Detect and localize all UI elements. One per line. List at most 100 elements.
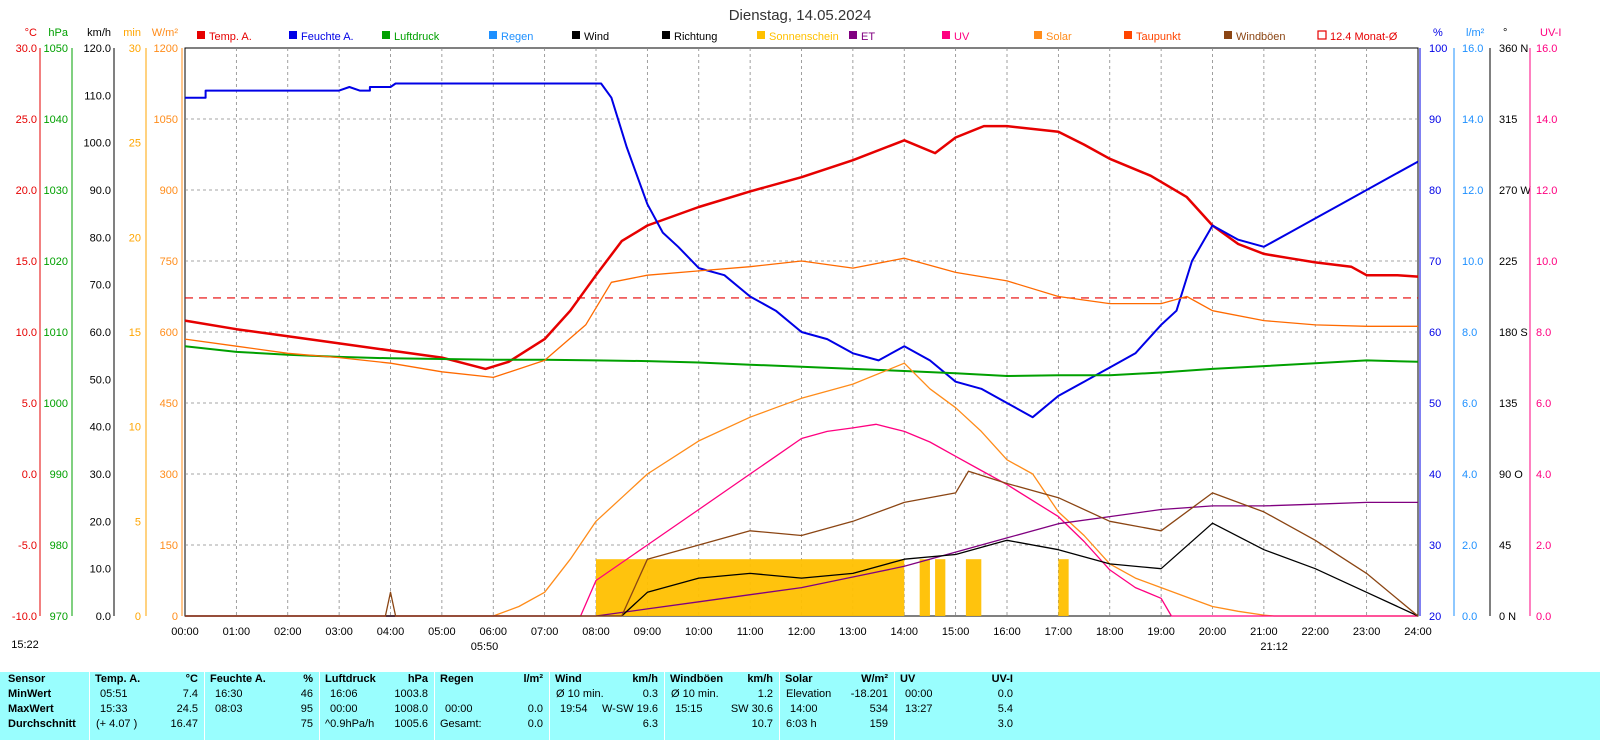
legend-swatch (489, 31, 497, 39)
stats-solar-elevation-label: Elevation (786, 688, 832, 700)
axis-tick-right: 0 N (1499, 611, 1516, 623)
stats-sensor-column: Sensor MinWert MaxWert Durchschnitt (0, 672, 88, 740)
series-windb-en-line (185, 470, 1419, 617)
axis-tick-left: 1010 (44, 327, 68, 339)
x-tick-label: 23:00 (1353, 626, 1381, 638)
stats-solar-header: Solar (785, 673, 813, 685)
stats-rain-unit: l/m² (523, 673, 543, 685)
x-tick-label: 02:00 (274, 626, 302, 638)
axis-tick-left: 750 (160, 256, 178, 268)
x-tick-label: 12:00 (788, 626, 816, 638)
axis-tick-right: 70 (1429, 256, 1441, 268)
axis-unit-left: km/h (87, 27, 111, 39)
x-tick-label: 04:00 (377, 626, 405, 638)
stats-gust-min-label: Ø 10 min. (671, 688, 719, 700)
axis-tick-left: 0.0 (96, 611, 111, 623)
axis-tick-right: 6.0 (1536, 398, 1551, 410)
axis-tick-right: 2.0 (1536, 540, 1551, 552)
weather-chart: Dienstag, 14.05.2024 Temp. A. Feuchte A. Lu… (11, 7, 1561, 653)
series-et-line (185, 501, 1418, 617)
axis-tick-left: 110.0 (84, 90, 111, 102)
x-tick-label: 20:00 (1199, 626, 1227, 638)
axis-tick-right: 360 N (1499, 43, 1528, 55)
axis-tick-left: 5 (135, 516, 141, 528)
stats-rain-total-label: Gesamt: (440, 718, 482, 730)
stats-humidity-min-time: 16:30 (215, 688, 243, 700)
axis-tick-right: 60 (1429, 327, 1441, 339)
stats-temp-avg-value: 16.47 (170, 718, 198, 730)
axis-tick-left: 120.0 (83, 43, 111, 55)
axis-tick-right: 4.0 (1536, 469, 1551, 481)
stats-uv-max-time: 13:27 (905, 703, 933, 715)
axis-tick-left: 100.0 (83, 138, 111, 150)
axis-tick-right: 80 (1429, 185, 1441, 197)
legend-label: UV (954, 31, 970, 43)
axis-tick-right: 10.0 (1536, 256, 1557, 268)
x-tick-label: 24:00 (1404, 626, 1432, 638)
legend-swatch (757, 31, 765, 39)
axis-tick-left: 1050 (44, 43, 68, 55)
axis-tick-left: 60.0 (90, 327, 111, 339)
legend-label: Richtung (674, 31, 717, 43)
axis-tick-left: 1030 (44, 185, 68, 197)
axis-unit-right: UV-I (1540, 27, 1561, 39)
axis-tick-left: 80.0 (90, 232, 111, 244)
axis-tick-left: 0 (135, 611, 141, 623)
axis-tick-left: 25 (129, 138, 141, 150)
axis-tick-right: 2.0 (1462, 540, 1477, 552)
stats-gust-header: Windböen (670, 673, 724, 685)
axis-tick-left: 0 (172, 611, 178, 623)
sunshine-bar (1058, 559, 1069, 616)
axis-tick-left: 10.0 (90, 564, 111, 576)
legend-swatch (1034, 31, 1042, 39)
x-tick-label: 06:00 (479, 626, 507, 638)
stats-pressure-unit: hPa (407, 673, 428, 685)
stats-humidity-unit: % (303, 673, 313, 685)
axis-tick-right: 14.0 (1462, 114, 1483, 126)
axis-unit-right: % (1433, 27, 1443, 39)
axis-tick-right: 50 (1429, 398, 1441, 410)
stats-humidity-min-value: 46 (300, 688, 313, 700)
axis-tick-right: 100 (1429, 43, 1447, 55)
x-tick-label: 07:00 (531, 626, 559, 638)
series-temp-a-line (184, 124, 1419, 371)
moon-time-label: 15:22 (11, 639, 39, 651)
chart-title: Dienstag, 14.05.2024 (729, 7, 872, 24)
stats-solar-unit: W/m² (861, 673, 888, 685)
stats-uv-column: UV UV-I 00:00 0.0 13:27 5.4 3.0 (894, 672, 1015, 740)
axis-tick-left: 30.0 (16, 43, 37, 55)
axis-tick-left: 70.0 (90, 280, 111, 292)
stats-temp-min-time: 05:51 (100, 688, 128, 700)
axis-tick-left: 150 (160, 540, 178, 552)
axis-tick-left: 30 (129, 43, 141, 55)
axis-tick-left: 30.0 (90, 469, 111, 481)
legend-label: 12.4 Monat-Ø (1330, 31, 1398, 43)
stats-temp-max-value: 24.5 (176, 703, 198, 715)
axis-tick-left: 970 (50, 611, 68, 623)
stats-rain-column: Regen l/m² 00:00 0.0 Gesamt: 0.0 (434, 672, 549, 740)
axis-tick-left: 10.0 (16, 327, 37, 339)
axis-tick-right: 12.0 (1536, 185, 1557, 197)
x-tick-label: 03:00 (325, 626, 353, 638)
stats-wind-max-value: W-SW 19.6 (601, 703, 658, 715)
axis-tick-left: 40.0 (90, 422, 111, 434)
x-tick-label: 21:00 (1250, 626, 1278, 638)
stats-solar-max-value: 534 (869, 703, 888, 715)
axis-tick-left: 20 (129, 232, 141, 244)
x-tick-label: 14:00 (890, 626, 918, 638)
stats-uv-header: UV (900, 673, 916, 685)
legend-swatch (382, 31, 390, 39)
x-tick-label: 22:00 (1301, 626, 1329, 638)
x-tick-label: 00:00 (171, 626, 199, 638)
statistics-table: Sensor MinWert MaxWert Durchschnitt Temp… (0, 672, 1600, 740)
axis-tick-left: 1000 (44, 398, 68, 410)
axis-tick-right: 135 (1499, 398, 1517, 410)
x-tick-label: 09:00 (634, 626, 662, 638)
axis-tick-left: 20.0 (16, 185, 37, 197)
axis-unit-left: min (123, 27, 141, 39)
axis-tick-left: -10.0 (12, 611, 37, 623)
stats-rain-max-time: 00:00 (445, 703, 473, 715)
sunshine-bar (596, 559, 905, 616)
axis-unit-left: hPa (48, 27, 68, 39)
axis-tick-left: 10 (129, 422, 141, 434)
